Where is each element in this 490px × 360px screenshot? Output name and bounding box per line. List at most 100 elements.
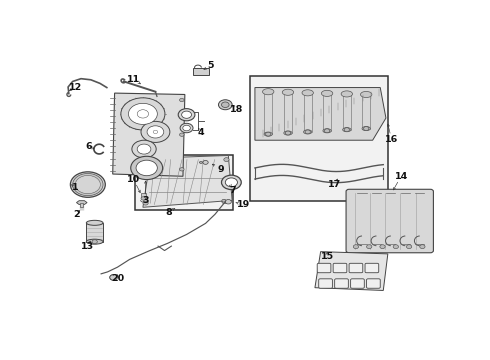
Circle shape <box>179 133 184 136</box>
Text: 17: 17 <box>328 180 342 189</box>
Circle shape <box>203 161 208 164</box>
Circle shape <box>219 100 232 110</box>
Bar <box>135 155 233 210</box>
Text: 16: 16 <box>385 135 398 144</box>
Circle shape <box>364 127 369 131</box>
Circle shape <box>178 109 195 121</box>
Text: 12: 12 <box>69 83 82 92</box>
Bar <box>250 76 388 201</box>
Ellipse shape <box>321 90 333 96</box>
Circle shape <box>406 245 412 249</box>
FancyBboxPatch shape <box>317 263 331 273</box>
Polygon shape <box>143 156 232 207</box>
FancyBboxPatch shape <box>333 263 347 273</box>
Circle shape <box>137 110 148 118</box>
Circle shape <box>420 245 425 249</box>
Text: 10: 10 <box>127 175 140 184</box>
Bar <box>86 223 103 242</box>
Text: 7: 7 <box>230 186 236 195</box>
Polygon shape <box>76 201 87 204</box>
Circle shape <box>137 144 151 154</box>
Circle shape <box>75 175 100 194</box>
Text: 9: 9 <box>218 165 224 174</box>
Ellipse shape <box>86 220 103 225</box>
Ellipse shape <box>86 239 103 244</box>
Circle shape <box>179 98 184 102</box>
Polygon shape <box>315 252 388 291</box>
Polygon shape <box>255 87 386 140</box>
Circle shape <box>150 128 161 136</box>
FancyBboxPatch shape <box>346 189 433 253</box>
Text: 4: 4 <box>197 128 204 137</box>
Text: 18: 18 <box>230 105 244 114</box>
FancyBboxPatch shape <box>349 263 363 273</box>
Circle shape <box>393 245 398 249</box>
FancyBboxPatch shape <box>335 279 348 288</box>
Circle shape <box>121 98 165 130</box>
Circle shape <box>221 175 241 190</box>
Circle shape <box>143 201 148 205</box>
Circle shape <box>344 128 349 132</box>
Bar <box>193 68 209 75</box>
Circle shape <box>180 123 193 133</box>
Circle shape <box>225 199 231 204</box>
Circle shape <box>131 156 163 180</box>
Text: 20: 20 <box>111 274 124 283</box>
Circle shape <box>367 245 372 249</box>
Ellipse shape <box>302 90 314 96</box>
Circle shape <box>380 245 385 249</box>
Circle shape <box>110 275 118 280</box>
Circle shape <box>132 140 156 158</box>
Text: 11: 11 <box>127 75 140 84</box>
Ellipse shape <box>303 130 312 134</box>
Circle shape <box>225 178 238 187</box>
Circle shape <box>132 106 153 122</box>
Ellipse shape <box>263 89 274 95</box>
Text: 19: 19 <box>237 200 250 209</box>
FancyBboxPatch shape <box>365 263 379 273</box>
Circle shape <box>199 161 202 163</box>
Text: 14: 14 <box>394 172 408 181</box>
Ellipse shape <box>361 91 372 98</box>
Ellipse shape <box>362 126 370 131</box>
Text: 2: 2 <box>73 210 80 219</box>
Text: 3: 3 <box>142 196 149 205</box>
Circle shape <box>221 102 229 108</box>
Circle shape <box>71 172 105 197</box>
Circle shape <box>92 240 98 244</box>
Circle shape <box>141 197 146 200</box>
Ellipse shape <box>264 132 272 136</box>
Bar <box>80 203 83 207</box>
Circle shape <box>142 159 147 163</box>
Circle shape <box>153 130 158 134</box>
Ellipse shape <box>323 129 331 133</box>
Circle shape <box>183 125 190 131</box>
FancyBboxPatch shape <box>318 279 332 288</box>
FancyBboxPatch shape <box>351 279 364 288</box>
Circle shape <box>136 160 157 176</box>
Text: 6: 6 <box>85 142 92 151</box>
Text: 15: 15 <box>320 252 334 261</box>
Circle shape <box>147 126 164 138</box>
Circle shape <box>353 245 359 249</box>
Ellipse shape <box>284 131 292 135</box>
Ellipse shape <box>282 89 294 95</box>
Ellipse shape <box>341 91 352 97</box>
Text: 1: 1 <box>72 183 78 192</box>
Circle shape <box>182 111 192 118</box>
Circle shape <box>222 200 227 204</box>
Circle shape <box>224 158 229 162</box>
Circle shape <box>141 121 170 143</box>
Circle shape <box>179 168 184 171</box>
Circle shape <box>128 103 157 125</box>
FancyBboxPatch shape <box>367 279 380 288</box>
Circle shape <box>73 174 103 195</box>
Circle shape <box>305 130 310 134</box>
Polygon shape <box>113 93 185 176</box>
Circle shape <box>266 132 271 136</box>
Circle shape <box>76 176 99 193</box>
Text: 8: 8 <box>165 208 172 217</box>
Bar <box>141 193 146 198</box>
Circle shape <box>324 129 330 133</box>
Circle shape <box>222 199 226 202</box>
